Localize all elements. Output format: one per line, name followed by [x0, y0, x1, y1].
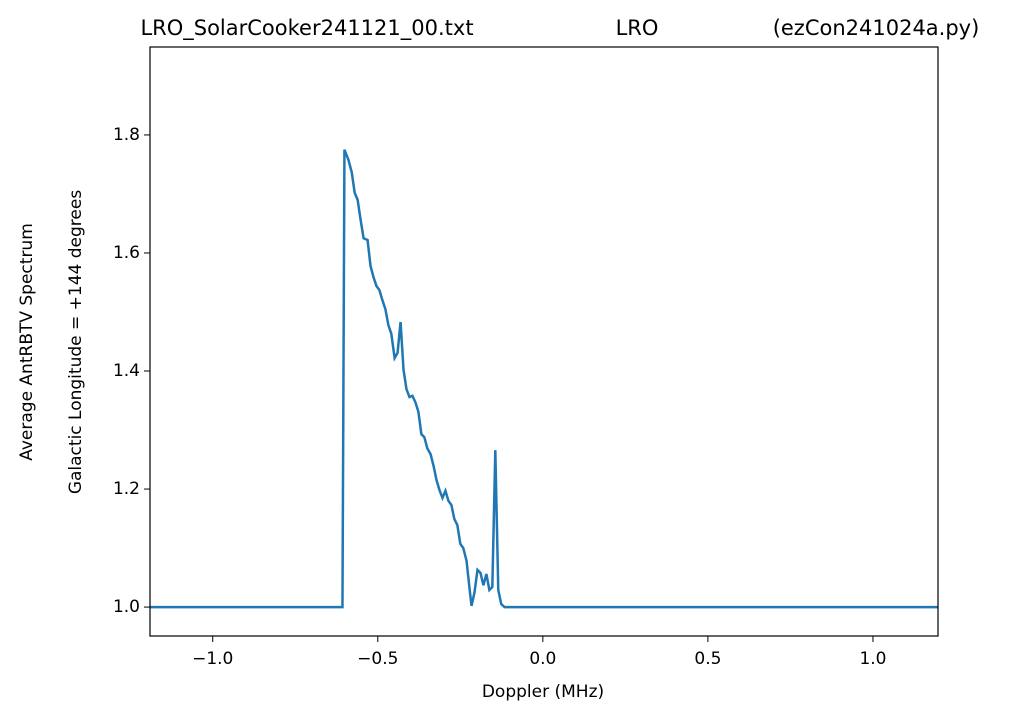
- data-line: [150, 149, 938, 609]
- x-axis-label: Doppler (MHz): [482, 682, 604, 702]
- y-axis-label: Average AntRBTV Spectrum: [17, 223, 37, 461]
- y-tick-label: 1.8: [113, 125, 140, 145]
- x-tick-label: 0.5: [694, 649, 721, 669]
- x-tick-label: −0.5: [357, 649, 398, 669]
- x-tick-label: 0.0: [529, 649, 556, 669]
- chart-title: LRO: [616, 16, 659, 40]
- y-tick-label: 1.4: [113, 361, 140, 381]
- chart-title: (ezCon241024a.py): [773, 16, 980, 40]
- y-tick-label: 1.6: [113, 243, 140, 263]
- y-tick-label: 1.0: [113, 597, 140, 617]
- y-tick-label: 1.2: [113, 479, 140, 499]
- x-tick-label: 1.0: [859, 649, 886, 669]
- y-axis-label: Galactic Longitude = +144 degrees: [66, 190, 86, 494]
- plot-frame: [149, 46, 939, 637]
- chart-title: LRO_SolarCooker241121_00.txt: [140, 16, 473, 41]
- x-tick-label: −1.0: [192, 649, 233, 669]
